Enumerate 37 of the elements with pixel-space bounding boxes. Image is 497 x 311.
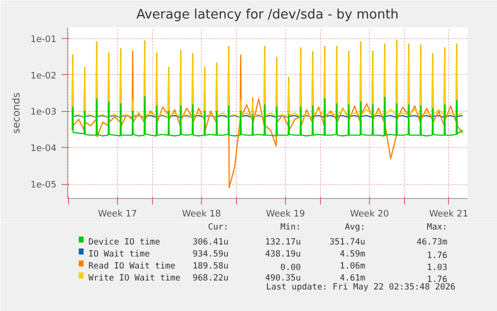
- text: 490.35u: [265, 274, 301, 284]
- legend-label: IO Wait time: [88, 250, 150, 260]
- legend-label: Read IO Wait time: [88, 262, 176, 272]
- legend-label: Write IO Wait time: [88, 274, 181, 284]
- text: 934.59u: [192, 250, 228, 260]
- text: 132.17u: [265, 238, 301, 248]
- y-axis-title: seconds: [12, 92, 23, 134]
- text: 4.61m: [340, 274, 366, 284]
- chart-title: Average latency for /dev/sda - by month: [136, 8, 399, 22]
- text: 1.76: [426, 251, 448, 261]
- x-tick-label: Week 17: [98, 210, 137, 220]
- y-tick-label: 1e-04: [30, 144, 57, 154]
- line-series: [72, 96, 464, 136]
- text: 4.59m: [340, 250, 366, 260]
- x-tick-label: Week 19: [266, 210, 306, 220]
- text: 0.00: [280, 263, 301, 273]
- text: Avg:: [344, 222, 366, 232]
- legend-label: Device IO time: [88, 238, 160, 248]
- y-tick-label: 1e-05: [30, 180, 57, 191]
- y-tick-label: 1e-02: [30, 71, 57, 82]
- y-tick-label: 1e-01: [30, 34, 57, 45]
- x-tick-label: Week 18: [182, 210, 222, 220]
- text: 438.19u: [265, 250, 301, 260]
- text: 189.58u: [192, 262, 228, 272]
- text: 1.06m: [340, 262, 366, 272]
- text: 306.41u: [192, 238, 228, 248]
- text: Max:: [426, 222, 448, 232]
- text: Min:: [280, 222, 301, 232]
- text: 351.74u: [329, 238, 366, 248]
- text: 1.03: [426, 263, 448, 273]
- text: Last update: Fri May 22 02:35:48 2026: [266, 282, 456, 292]
- x-tick-label: Week 20: [350, 210, 390, 220]
- y-tick-label: 1e-03: [30, 108, 57, 118]
- text: Cur:: [208, 222, 228, 232]
- text: 968.22u: [192, 274, 228, 284]
- x-tick-label: Week 21: [429, 210, 468, 220]
- text: 46.73m: [416, 238, 448, 248]
